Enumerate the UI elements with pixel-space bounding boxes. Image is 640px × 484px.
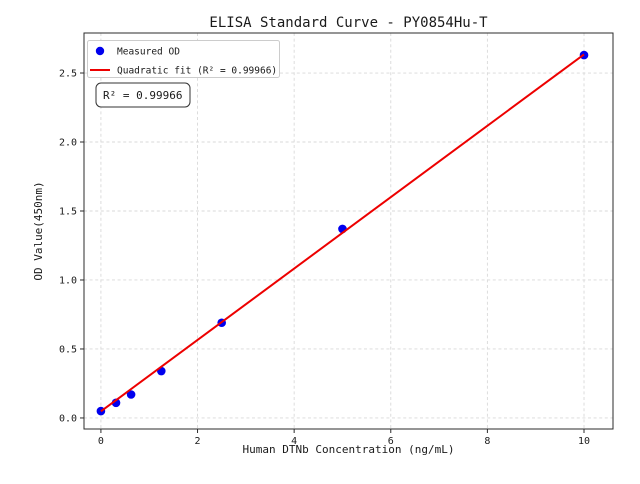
series-layer [96, 50, 589, 416]
y-axis-label: OD Value(450nm) [32, 181, 45, 280]
plot-frame [83, 32, 614, 430]
chart-title: ELISA Standard Curve - PY0854Hu-T [209, 15, 488, 31]
x-tick-label: 8 [484, 436, 490, 447]
tick-layer: 0 2 4 6 8 10 0.0 0.5 1.0 1.5 2.0 2.5 [59, 69, 590, 447]
y-tick-label: 2.0 [59, 138, 77, 149]
legend-box [87, 40, 280, 78]
data-point [126, 390, 136, 399]
x-axis-label: Human DTNb Concentration (ng/mL) [243, 443, 455, 456]
y-tick-label: 2.5 [59, 69, 77, 80]
y-tick-label: 1.5 [59, 206, 77, 217]
x-tick-label: 4 [291, 436, 297, 447]
legend-marker-measured-od-icon [95, 46, 105, 56]
legend-label-measured-od: Measured OD [117, 47, 180, 58]
x-tick-label: 2 [195, 436, 201, 447]
legend: Measured OD Quadratic fit (R² = 0.99966) [87, 40, 280, 78]
y-tick-label: 1.0 [59, 275, 77, 286]
x-tick-label: 6 [388, 436, 394, 447]
fit-line [100, 53, 585, 413]
x-tick-label: 10 [578, 436, 590, 447]
r-squared-annotation: R² = 0.99966 [95, 82, 191, 108]
y-tick-label: 0.0 [59, 413, 77, 424]
r-squared-text: R² = 0.99966 [103, 89, 182, 102]
grid-layer [84, 33, 613, 429]
x-tick-label: 0 [98, 436, 104, 447]
r-squared-box [95, 82, 191, 108]
legend-label-quadratic-fit: Quadratic fit (R² = 0.99966) [117, 66, 277, 77]
y-tick-label: 0.5 [59, 344, 77, 355]
